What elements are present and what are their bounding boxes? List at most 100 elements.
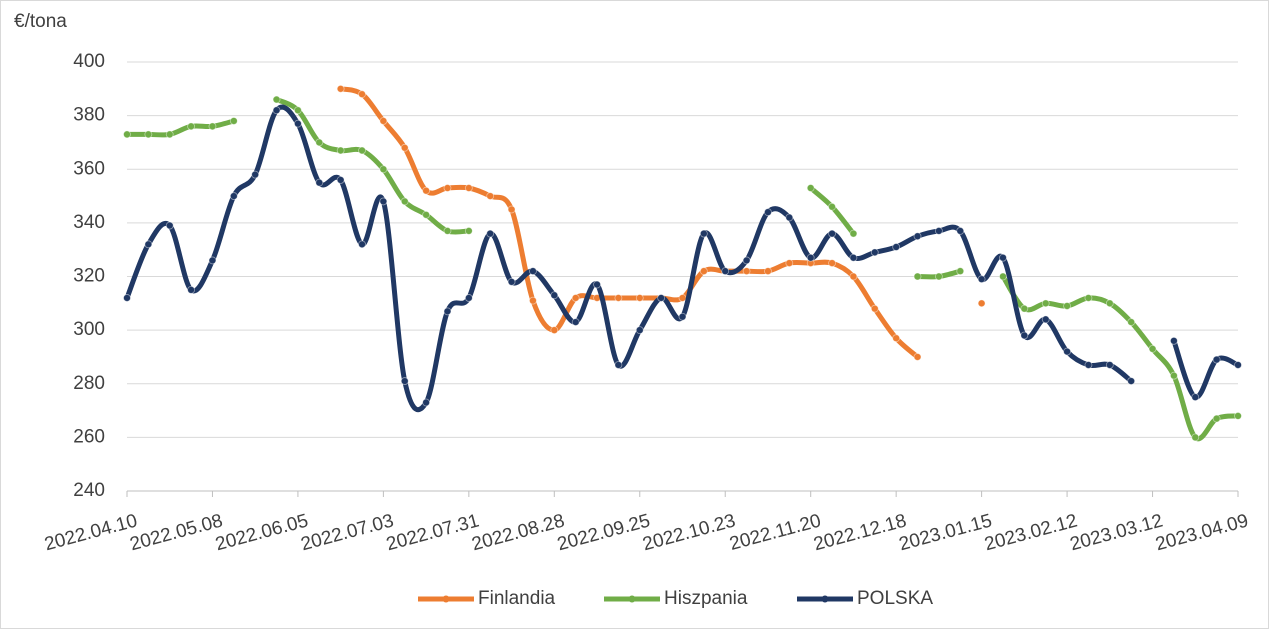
data-point bbox=[315, 138, 324, 147]
data-point bbox=[828, 229, 836, 238]
legend-item: POLSKA bbox=[797, 588, 933, 609]
data-point bbox=[764, 267, 772, 276]
y-tick-label: 380 bbox=[73, 105, 105, 126]
y-tick-label: 320 bbox=[73, 266, 105, 287]
data-point bbox=[785, 213, 794, 222]
data-point bbox=[1063, 347, 1071, 356]
data-point bbox=[379, 117, 388, 125]
data-point bbox=[1105, 299, 1114, 308]
data-point bbox=[550, 326, 559, 335]
data-point bbox=[742, 256, 751, 265]
data-point bbox=[1212, 355, 1221, 364]
data-point bbox=[486, 192, 495, 200]
data-point bbox=[358, 90, 366, 99]
data-point bbox=[678, 294, 687, 302]
data-point bbox=[892, 243, 901, 251]
data-point bbox=[934, 227, 943, 235]
data-point bbox=[379, 197, 388, 206]
data-point bbox=[529, 296, 537, 305]
data-point bbox=[999, 253, 1007, 262]
data-point bbox=[956, 227, 965, 235]
data-point bbox=[464, 294, 473, 302]
data-point bbox=[849, 272, 858, 281]
data-point bbox=[934, 272, 943, 281]
data-point bbox=[187, 122, 195, 131]
data-point bbox=[507, 205, 516, 214]
data-point bbox=[208, 256, 217, 265]
legend-marker bbox=[821, 595, 829, 603]
data-point bbox=[657, 294, 666, 302]
data-point bbox=[144, 130, 153, 139]
data-point bbox=[464, 184, 473, 192]
y-tick-label: 400 bbox=[73, 51, 105, 72]
data-point bbox=[1170, 371, 1178, 380]
data-point bbox=[336, 84, 345, 93]
data-point bbox=[635, 326, 644, 335]
legend-item: Hiszpania bbox=[604, 588, 748, 609]
data-point bbox=[400, 143, 409, 152]
y-tick-label: 280 bbox=[73, 373, 105, 394]
data-point bbox=[251, 170, 260, 179]
data-point bbox=[1020, 331, 1029, 340]
data-point bbox=[336, 176, 345, 184]
data-point bbox=[1191, 433, 1200, 442]
legend-marker bbox=[442, 595, 450, 603]
data-point bbox=[806, 184, 815, 192]
y-tick-label: 260 bbox=[73, 426, 105, 447]
data-point bbox=[379, 165, 388, 174]
data-point bbox=[849, 229, 858, 238]
data-point bbox=[443, 227, 452, 235]
data-point bbox=[208, 122, 217, 131]
data-point bbox=[123, 294, 131, 302]
data-point bbox=[571, 294, 580, 302]
data-point bbox=[614, 361, 623, 369]
data-point bbox=[806, 253, 815, 262]
data-point bbox=[913, 232, 922, 241]
data-point bbox=[1127, 318, 1136, 326]
data-point bbox=[315, 178, 324, 187]
data-point bbox=[1063, 302, 1071, 310]
y-axis-label: €/tona bbox=[14, 11, 67, 32]
data-point bbox=[913, 353, 922, 361]
data-point bbox=[1148, 344, 1157, 353]
data-point bbox=[892, 334, 901, 343]
data-point bbox=[1105, 361, 1114, 369]
legend-item: Finlandia bbox=[418, 588, 556, 609]
data-point bbox=[1234, 412, 1242, 420]
data-point bbox=[678, 312, 687, 321]
data-point bbox=[977, 275, 986, 284]
data-point bbox=[1084, 361, 1093, 369]
data-point bbox=[1084, 294, 1093, 302]
data-point bbox=[294, 119, 302, 128]
data-point bbox=[635, 294, 644, 302]
data-point bbox=[1191, 393, 1200, 402]
legend-label: POLSKA bbox=[857, 588, 933, 609]
data-point bbox=[764, 208, 772, 217]
data-point bbox=[358, 240, 366, 249]
data-point bbox=[849, 253, 858, 262]
data-point bbox=[828, 202, 836, 211]
data-point bbox=[1041, 299, 1050, 308]
y-tick-label: 360 bbox=[73, 158, 105, 179]
data-point bbox=[1041, 315, 1050, 324]
data-point bbox=[828, 259, 836, 267]
data-point bbox=[336, 146, 345, 155]
data-point bbox=[123, 130, 131, 139]
data-point bbox=[422, 398, 431, 407]
data-point bbox=[1234, 361, 1242, 369]
data-point bbox=[999, 272, 1007, 281]
data-point bbox=[870, 304, 879, 313]
data-point bbox=[507, 277, 516, 286]
y-tick-label: 340 bbox=[73, 212, 105, 233]
data-point bbox=[229, 192, 238, 200]
data-point bbox=[294, 106, 302, 115]
data-point bbox=[165, 221, 174, 230]
data-point bbox=[486, 229, 495, 238]
legend-label: Finlandia bbox=[478, 588, 556, 609]
data-point bbox=[699, 229, 708, 238]
data-point bbox=[1020, 304, 1029, 313]
y-tick-label: 240 bbox=[73, 480, 105, 501]
data-point bbox=[400, 377, 409, 385]
